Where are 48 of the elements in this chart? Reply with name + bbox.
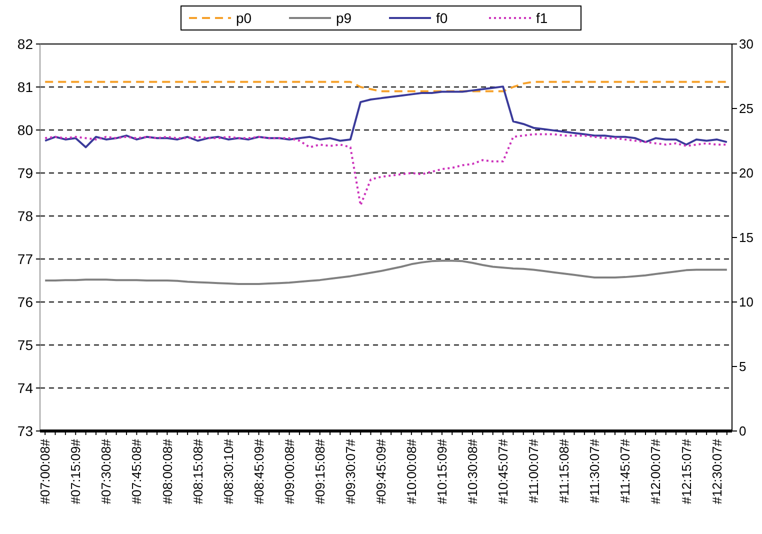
x-tick-label: #08:00:08# xyxy=(160,438,175,504)
line-series xyxy=(44,80,728,92)
y-tick-label: 81 xyxy=(17,78,34,95)
y2-tick-label: 10 xyxy=(739,294,754,310)
y2-tick-label: 25 xyxy=(739,101,754,116)
y-tick-label: 74 xyxy=(17,380,34,396)
x-tick-label: #09:00:08# xyxy=(282,438,297,504)
x-tick-label: #11:30:07# xyxy=(587,438,602,504)
x-tick-label: #11:45:07# xyxy=(618,438,633,504)
y-tick-label: 73 xyxy=(17,422,34,439)
y-tick-label: 79 xyxy=(17,164,34,181)
x-tick-label: #07:00:08# xyxy=(38,438,53,504)
x-tick-label: #11:00:07# xyxy=(526,438,542,504)
x-tick-label: #10:00:08# xyxy=(404,438,419,504)
x-tick-label: #08:15:08# xyxy=(190,438,206,504)
x-tick-label: #11:15:08# xyxy=(556,438,572,504)
x-tick-label: #08:30:10# xyxy=(220,438,236,504)
x-tick-label: #07:30:08# xyxy=(98,438,114,504)
legend-label: f0 xyxy=(436,10,448,26)
legend-label: f1 xyxy=(536,10,548,26)
y-tick-label: 76 xyxy=(17,294,34,310)
y2-tick-label: 5 xyxy=(739,359,746,374)
x-tick-label: #10:45:07# xyxy=(496,438,511,504)
x-tick-label: #10:30:08# xyxy=(465,438,480,504)
x-tick-label: #09:15:08# xyxy=(312,438,328,504)
y-tick-label: 75 xyxy=(17,336,34,353)
x-tick-label: #07:15:09# xyxy=(68,438,84,504)
x-tick-label: #07:45:08# xyxy=(129,438,144,504)
x-tick-label: #08:45:09# xyxy=(251,438,266,504)
x-tick-label: #12:15:07# xyxy=(678,438,694,504)
x-tick-label: #10:15:09# xyxy=(434,438,450,504)
y-tick-label: 77 xyxy=(17,250,34,267)
x-tick-label: #09:45:09# xyxy=(373,438,388,504)
legend-label: p0 xyxy=(236,10,252,26)
y-tick-label: 78 xyxy=(17,208,34,224)
y2-tick-label: 20 xyxy=(739,166,754,181)
y2-tick-label: 15 xyxy=(739,230,754,246)
x-tick-label: #09:30:07# xyxy=(342,438,358,504)
line-series xyxy=(44,86,728,148)
y2-tick-label: 0 xyxy=(739,424,746,439)
y-tick-label: 80 xyxy=(17,122,34,138)
line-series xyxy=(44,133,728,206)
x-tick-label: #12:00:07# xyxy=(648,438,664,504)
x-tick-label: #12:30:07# xyxy=(709,438,724,504)
y-tick-label: 82 xyxy=(17,36,34,52)
legend-label: p9 xyxy=(336,10,352,26)
y2-tick-label: 30 xyxy=(739,36,754,52)
line-series xyxy=(44,260,728,285)
